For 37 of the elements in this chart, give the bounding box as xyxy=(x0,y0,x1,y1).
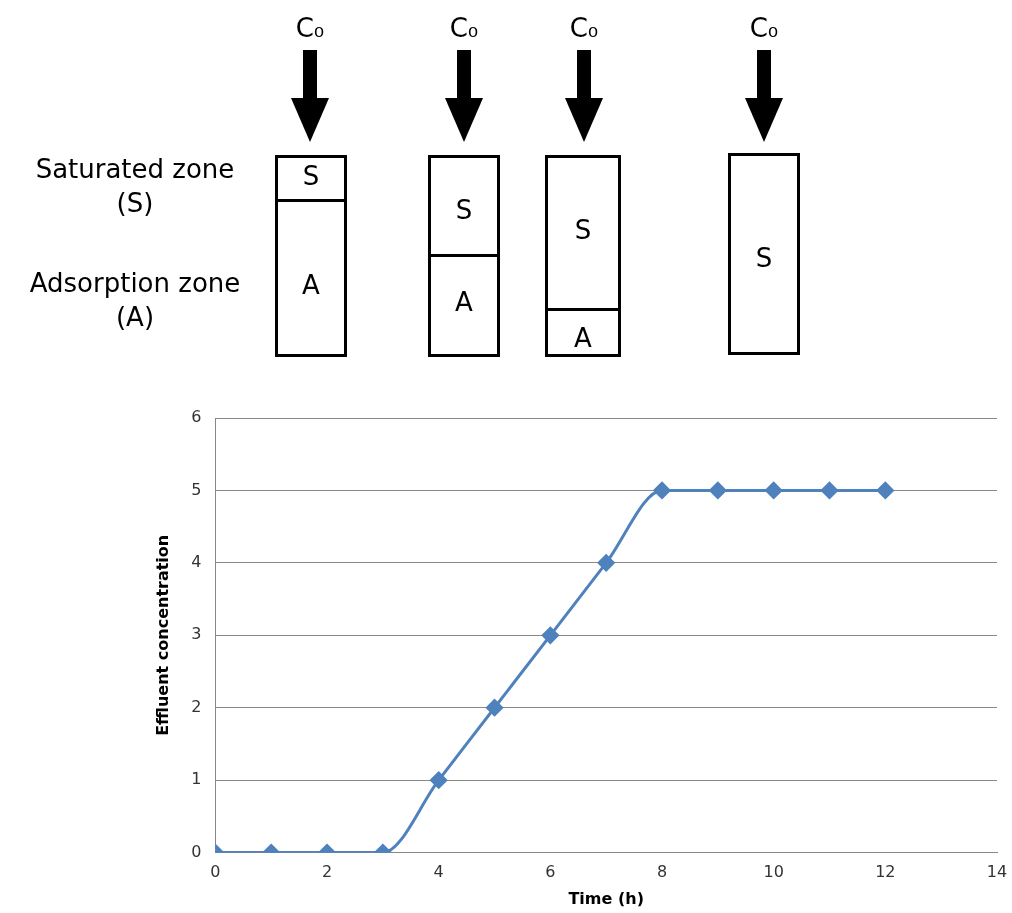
text: S xyxy=(455,194,473,227)
text: A xyxy=(574,322,592,355)
text: A xyxy=(455,286,473,319)
text: S xyxy=(302,160,320,193)
point xyxy=(709,481,727,499)
x-tick-label: 4 xyxy=(433,862,444,882)
y-tick-label: 0 xyxy=(191,841,202,861)
point xyxy=(653,481,671,499)
point xyxy=(876,481,894,499)
y-tick-label: 3 xyxy=(191,624,202,644)
text: C₀ xyxy=(295,12,325,45)
text: S xyxy=(755,242,773,275)
text: C₀ xyxy=(749,12,779,45)
x-tick-label: 0 xyxy=(210,862,221,882)
y-tick-label: 4 xyxy=(191,552,202,572)
x-axis-title: Time (h) xyxy=(568,888,644,908)
y-tick-label: 5 xyxy=(191,479,202,499)
text: S xyxy=(574,214,592,247)
x-tick-label: 14 xyxy=(986,862,1008,882)
y-tick-label: 1 xyxy=(191,769,202,789)
x-tick-label: 2 xyxy=(321,862,333,882)
text: Saturated zone (S) xyxy=(35,153,235,220)
text: A xyxy=(302,269,320,302)
x-tick-label: 6 xyxy=(545,862,556,882)
point xyxy=(821,481,839,499)
x-tick-label: 12 xyxy=(875,862,896,882)
point xyxy=(541,626,559,644)
text: C₀ xyxy=(449,12,479,45)
point xyxy=(597,554,615,572)
y-tick-label: 6 xyxy=(191,407,202,427)
text: Adsorption zone (A) xyxy=(29,267,241,334)
y-axis-title: Effluent concentration xyxy=(152,534,172,736)
x-tick-label: 8 xyxy=(656,862,668,882)
y-tick-label: 2 xyxy=(191,696,202,716)
point xyxy=(765,481,783,499)
x-tick-label: 10 xyxy=(763,862,784,882)
text: C₀ xyxy=(569,12,599,45)
